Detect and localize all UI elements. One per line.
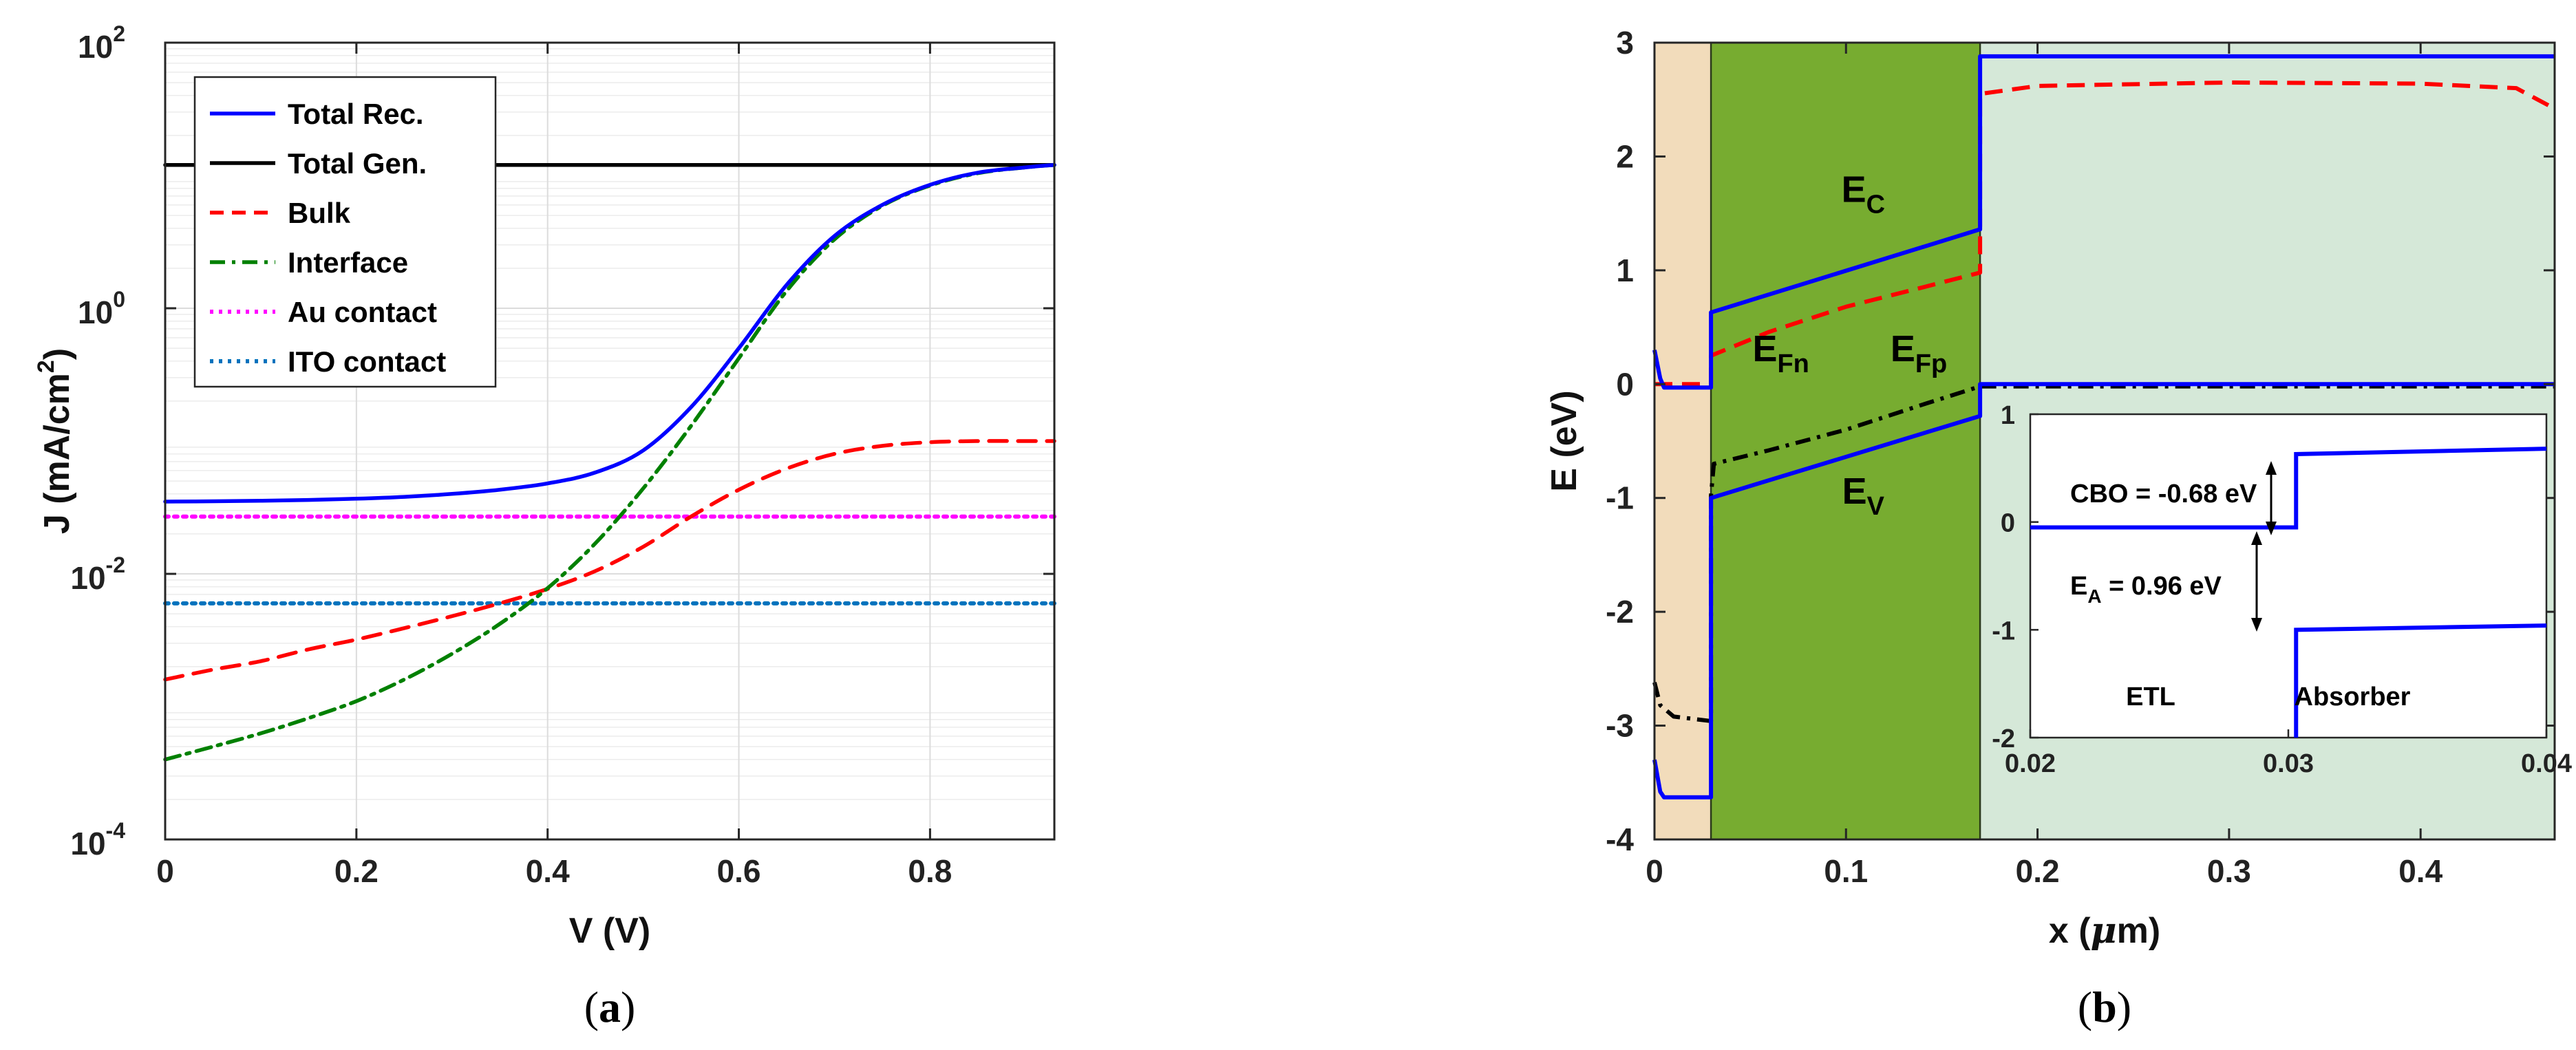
legend-label: Interface: [288, 246, 408, 279]
x-tick-label: 0.6: [717, 853, 761, 889]
series-line-total-rec: [163, 162, 1056, 504]
inset-region-label-etl: ETL: [2126, 683, 2175, 711]
x-tick-label: 0.4: [2398, 853, 2442, 889]
band-annotation: EFn: [1752, 328, 1809, 378]
panel-b-inset: 0.02 0.03 0.04 -2 -1 0 1 CBO = -0.68 eV EA = 0…: [1992, 401, 2572, 778]
inset-ea-label: EA = 0.96 eV: [2070, 572, 2222, 607]
y-tick-label: 10-4: [70, 818, 125, 861]
panel-b-frame: [1653, 41, 2556, 841]
inset-line-ec: [2030, 447, 2547, 530]
ylabel-end: ): [37, 348, 77, 360]
ea-arrow: [2251, 531, 2262, 632]
legend-label: Au contact: [288, 296, 437, 328]
panel-b-series: [1652, 54, 2556, 800]
panel-a-xlabel: V (V): [569, 911, 650, 951]
y-tick-label: 100: [78, 287, 125, 330]
cbo-arrow: [2266, 461, 2277, 535]
x-tick-label: 0.4: [526, 853, 570, 889]
inset-region-label-absorber: Absorber: [2295, 683, 2411, 711]
panel-b-ticks: 0 0.1 0.2 0.3 0.4 -4 -3 -2 -1 0 1 2 3: [1606, 25, 2555, 889]
x-tick-label: 0.2: [2016, 853, 2060, 889]
y-tick-label: -3: [1606, 708, 1634, 744]
y-tick-label: 0: [1616, 366, 1634, 402]
band-line-ev: [1652, 382, 2555, 800]
band-annotation: EC: [1842, 169, 1885, 219]
x-tick-label: 0.8: [908, 853, 952, 889]
y-tick-label: 3: [1616, 25, 1634, 61]
ea-main: E: [2070, 572, 2087, 601]
panel-a-ylabel: J (mA/cm2): [33, 348, 77, 534]
inset-y-tick-label: 0: [2001, 509, 2015, 538]
caption-a-open: (: [584, 983, 599, 1031]
inset-x-tick-label: 0.03: [2263, 749, 2314, 778]
inset-ticks: 0.02 0.03 0.04 -2 -1 0 1: [1992, 401, 2572, 778]
inset-y-tick-label: 1: [2001, 401, 2015, 430]
x-tick-label: 0: [1646, 853, 1663, 889]
panel-a-frame: [164, 41, 1056, 841]
legend-label: Bulk: [288, 197, 351, 229]
xlabel-mu: μ: [2091, 910, 2117, 952]
band-annotation: EFp: [1891, 328, 1947, 378]
inset-series: [2030, 447, 2547, 738]
panel-b-ylabel: E (eV): [1544, 390, 1584, 491]
panel-a-grid: [164, 42, 1054, 840]
y-tick-label: 10-2: [70, 553, 125, 596]
y-tick-label: -4: [1606, 822, 1634, 857]
inset-cbo-label: CBO = -0.68 eV: [2070, 480, 2257, 508]
panel-b-xlabel: x (μm): [2049, 910, 2160, 952]
legend-label: Total Gen.: [288, 147, 427, 180]
inset-x-tick-label: 0.02: [2005, 749, 2056, 778]
band-annotation: EV: [1842, 471, 1885, 521]
series-line-bulk: [163, 439, 1056, 682]
panel-b-band-diagram: 0 0.1 0.2 0.3 0.4 -4 -3 -2 -1 0 1 2 3 EC EFn EFp EV 0.0…: [1544, 25, 2572, 952]
x-tick-label: 0.2: [334, 853, 379, 889]
ea-sub: A: [2087, 586, 2101, 607]
ea-end: = 0.96 eV: [2102, 572, 2222, 601]
caption-b-close: ): [2117, 983, 2131, 1031]
band-line-efp: [1652, 384, 2555, 723]
y-tick-label: 102: [78, 21, 125, 65]
x-tick-label: 0.1: [1824, 853, 1868, 889]
layer-region-1: [1711, 43, 1981, 839]
band-line-ec: [1652, 54, 2555, 390]
inset-y-tick-label: -2: [1992, 725, 2015, 753]
panel-a-legend: Total Rec. Total Gen. Bulk Interface Au cont…: [193, 76, 497, 388]
caption-b-open: (: [2078, 983, 2092, 1031]
ylabel-sup: 2: [33, 360, 59, 373]
xlabel-main: x (: [2049, 911, 2091, 951]
caption-b: (b): [2078, 983, 2131, 1031]
legend-label: Total Rec.: [288, 98, 424, 130]
y-tick-label: -2: [1606, 594, 1634, 630]
panel-a-ticks: 0 0.2 0.4 0.6 0.8 10-4 10-2 100 102: [70, 21, 1054, 889]
inset-line-ev: [2294, 623, 2547, 738]
y-tick-label: -1: [1606, 480, 1634, 516]
xlabel-end: m): [2117, 911, 2161, 951]
caption-a: (a): [584, 983, 636, 1031]
layer-region-0: [1654, 43, 1712, 839]
inset-x-tick-label: 0.04: [2521, 749, 2572, 778]
y-tick-label: 2: [1616, 138, 1634, 174]
caption-a-letter: a: [599, 983, 621, 1031]
y-tick-label: 1: [1616, 253, 1634, 288]
x-tick-label: 0.3: [2207, 853, 2251, 889]
legend-label: ITO contact: [288, 345, 446, 378]
inset-plot-area: [2029, 413, 2548, 739]
caption-a-close: ): [621, 983, 635, 1031]
x-tick-label: 0: [156, 853, 174, 889]
legend-box: [193, 76, 497, 388]
caption-b-letter: b: [2092, 983, 2117, 1031]
ylabel-main: J (mA/cm: [37, 373, 77, 534]
panel-b-annotations: EC EFn EFp EV: [1752, 169, 1947, 521]
inset-y-tick-label: -1: [1992, 617, 2015, 645]
